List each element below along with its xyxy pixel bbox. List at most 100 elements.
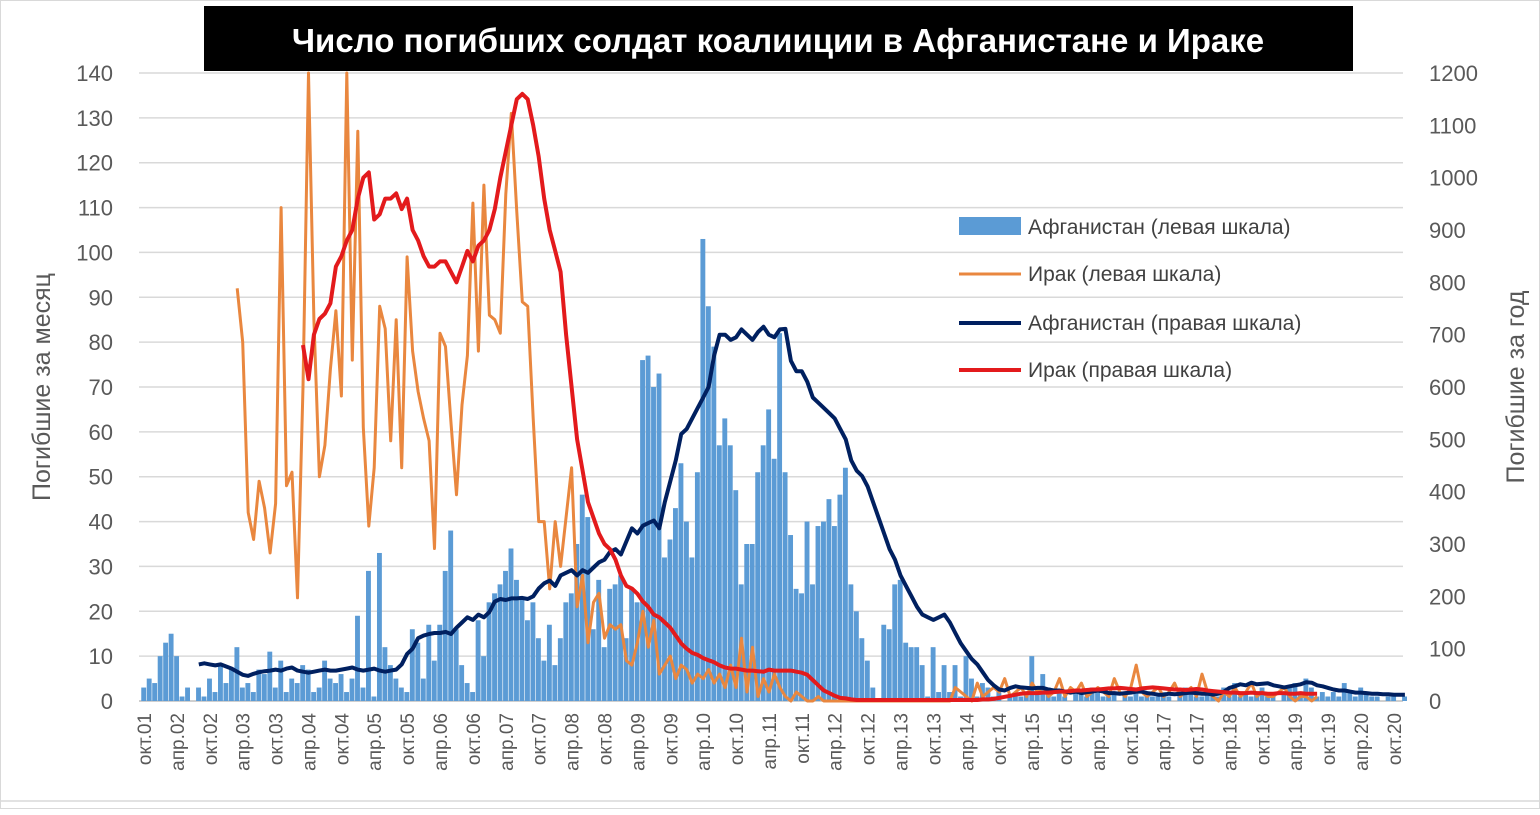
afghanistan-month-bar bbox=[387, 665, 393, 701]
afghanistan-month-bar bbox=[1314, 696, 1320, 701]
afghanistan-month-bar bbox=[837, 494, 843, 701]
afghanistan-month-bar bbox=[546, 624, 552, 701]
right-tick-label: 600 bbox=[1429, 375, 1466, 400]
afghanistan-month-bar bbox=[766, 409, 772, 701]
iraq-monthly-line bbox=[235, 71, 1319, 703]
afghanistan-month-bar bbox=[497, 584, 503, 701]
afghanistan-month-bar bbox=[382, 647, 388, 701]
afghanistan-month-bar bbox=[223, 683, 229, 701]
x-tick-label: окт.11 bbox=[793, 713, 814, 764]
afghanistan-month-bar bbox=[969, 678, 974, 701]
x-tick-label: апр.19 bbox=[1286, 713, 1307, 771]
afghanistan-month-bar bbox=[1237, 696, 1243, 701]
afghanistan-month-bar bbox=[1051, 696, 1057, 701]
x-tick-label: апр.17 bbox=[1155, 713, 1176, 771]
afghanistan-month-bar bbox=[212, 692, 218, 701]
afghanistan-month-bar bbox=[733, 490, 739, 701]
x-tick-label: апр.14 bbox=[957, 713, 978, 771]
legend-label-iraq-left: Ирак (левая шкала) bbox=[1028, 263, 1221, 286]
afghanistan-month-bar bbox=[579, 494, 585, 701]
afghanistan-month-bar bbox=[826, 499, 832, 701]
x-axis-ticks: окт.01 апр.02 окт.02 апр.03 окт.03 апр.04 окт.… bbox=[1, 713, 1540, 802]
afghanistan-month-bar bbox=[612, 584, 618, 701]
afghanistan-month-bar bbox=[793, 588, 799, 701]
afghanistan-month-bar bbox=[355, 615, 360, 701]
x-tick-label: апр.12 bbox=[826, 713, 847, 771]
afghanistan-month-bar bbox=[1078, 692, 1084, 701]
afghanistan-month-bar bbox=[985, 687, 991, 701]
afghanistan-month-bar bbox=[601, 647, 607, 701]
x-tick-label: окт.12 bbox=[859, 713, 880, 765]
afghanistan-month-bar bbox=[1243, 692, 1249, 701]
afghanistan-month-bar bbox=[146, 678, 152, 701]
afghanistan-month-bar bbox=[1270, 696, 1276, 701]
afghanistan-month-bar bbox=[360, 687, 366, 701]
x-tick-label: апр.05 bbox=[365, 713, 386, 771]
afghanistan-month-bar bbox=[245, 683, 251, 701]
legend-swatch-afghanistan-left bbox=[959, 217, 1021, 235]
left-tick-label: 110 bbox=[78, 196, 113, 221]
afghanistan-month-bar bbox=[782, 472, 788, 701]
afghanistan-month-bar bbox=[848, 584, 854, 701]
x-tick-label: апр.11 bbox=[760, 713, 781, 769]
afghanistan-month-bar bbox=[947, 692, 952, 701]
afghanistan-month-bar bbox=[667, 539, 673, 701]
left-tick-label: 10 bbox=[89, 644, 113, 669]
afghanistan-month-bar bbox=[1155, 696, 1161, 701]
afghanistan-month-bar bbox=[1034, 692, 1040, 701]
afghanistan-month-bar bbox=[1391, 696, 1397, 701]
afghanistan-month-bar bbox=[557, 638, 563, 701]
afghanistan-month-bar bbox=[662, 557, 667, 701]
legend-label-iraq-right: Ирак (правая шкала) bbox=[1028, 359, 1232, 382]
x-tick-label: окт.09 bbox=[661, 713, 682, 765]
right-tick-label: 200 bbox=[1429, 584, 1466, 609]
afghanistan-month-bar bbox=[727, 445, 733, 701]
afghanistan-month-bar bbox=[366, 570, 371, 701]
afghanistan-month-bar bbox=[442, 570, 448, 701]
afghanistan-month-bar bbox=[689, 557, 695, 701]
afghanistan-month-bar bbox=[475, 620, 481, 701]
afghanistan-month-bar bbox=[1363, 692, 1369, 701]
afghanistan-month-bar bbox=[1199, 696, 1205, 701]
x-tick-label: окт.20 bbox=[1385, 713, 1406, 765]
afghanistan-month-bar bbox=[908, 647, 914, 701]
afghanistan-month-bar bbox=[157, 656, 163, 701]
afghanistan-month-bar bbox=[207, 678, 212, 701]
right-axis-title: Погибшие за год bbox=[1502, 290, 1530, 483]
left-tick-label: 80 bbox=[89, 330, 113, 355]
afghanistan-month-bar bbox=[914, 647, 920, 701]
left-axis-ticks: 0 10 20 30 40 50 60 70 80 90 100 110 120 130 140 bbox=[76, 61, 113, 714]
afghanistan-month-bar bbox=[141, 687, 147, 701]
afghanistan-month-bar bbox=[804, 521, 810, 701]
afghanistan-month-bar bbox=[283, 692, 289, 701]
afghanistan-month-bar bbox=[409, 629, 415, 701]
afghanistan-month-bar bbox=[1128, 696, 1133, 701]
legend-label-afghanistan-left: Афганистан (левая шкала) bbox=[1028, 216, 1291, 239]
afghanistan-month-bar bbox=[651, 387, 656, 701]
afghanistan-month-bar bbox=[453, 629, 459, 701]
afghanistan-month-bar bbox=[799, 593, 804, 701]
afghanistan-month-bar bbox=[470, 692, 476, 701]
afghanistan-month-bar bbox=[239, 687, 245, 701]
left-tick-label: 50 bbox=[89, 465, 113, 490]
afghanistan-month-bar bbox=[1347, 692, 1353, 701]
afghanistan-month-bar bbox=[294, 683, 300, 701]
afghanistan-month-bar bbox=[250, 692, 256, 701]
afghanistan-month-bar bbox=[1007, 696, 1013, 701]
right-tick-label: 500 bbox=[1429, 427, 1466, 452]
afghanistan-month-bar bbox=[1325, 696, 1331, 701]
afghanistan-month-bar bbox=[420, 678, 426, 701]
afghanistan-month-bar bbox=[316, 687, 322, 701]
title-background bbox=[204, 6, 1353, 71]
x-tick-label: апр.03 bbox=[234, 713, 255, 771]
x-tick-label: окт.13 bbox=[924, 713, 945, 765]
afghanistan-month-bar bbox=[755, 472, 761, 701]
afghanistan-month-bar bbox=[1106, 696, 1111, 701]
afghanistan-month-bar bbox=[228, 669, 234, 701]
afghanistan-month-bar bbox=[1166, 696, 1172, 701]
afghanistan-month-bar bbox=[305, 669, 311, 701]
x-tick-label: окт.18 bbox=[1253, 713, 1274, 765]
afghanistan-month-bar bbox=[349, 678, 355, 701]
afghanistan-month-bar bbox=[486, 602, 492, 701]
afghanistan-month-bar bbox=[777, 333, 783, 701]
